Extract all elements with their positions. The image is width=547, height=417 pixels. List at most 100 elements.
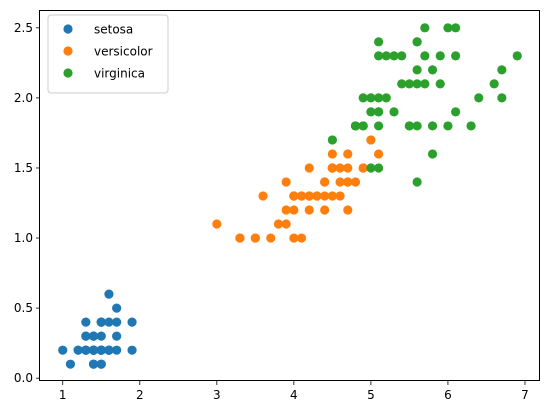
legend-label-setosa: setosa bbox=[94, 23, 133, 37]
data-point-virginica-5 bbox=[489, 79, 499, 89]
data-point-setosa-19 bbox=[96, 331, 106, 341]
data-point-virginica-22 bbox=[497, 93, 507, 103]
data-point-versicolor-39 bbox=[289, 191, 299, 201]
data-point-virginica-44 bbox=[420, 23, 430, 33]
data-point-virginica-7 bbox=[466, 121, 476, 131]
data-point-setosa-48 bbox=[96, 345, 106, 355]
data-point-setosa-20 bbox=[112, 345, 122, 355]
data-point-virginica-29 bbox=[427, 149, 438, 159]
data-point-virginica-28 bbox=[412, 79, 422, 89]
data-point-setosa-26 bbox=[104, 317, 114, 327]
data-point-versicolor-36 bbox=[343, 163, 353, 173]
y-tick-label-3: 1.5 bbox=[14, 161, 33, 175]
data-point-virginica-13 bbox=[366, 93, 376, 103]
data-point-setosa-18 bbox=[112, 331, 122, 341]
data-point-virginica-2 bbox=[435, 79, 445, 89]
data-point-versicolor-35 bbox=[327, 149, 337, 159]
data-point-virginica-34 bbox=[412, 177, 422, 187]
data-point-virginica-11 bbox=[389, 107, 399, 117]
data-point-versicolor-42 bbox=[289, 205, 299, 215]
data-point-virginica-33 bbox=[374, 163, 384, 173]
data-point-versicolor-40 bbox=[320, 205, 330, 215]
data-point-virginica-35 bbox=[451, 51, 461, 61]
data-point-virginica-32 bbox=[412, 65, 422, 75]
data-point-setosa-43 bbox=[104, 289, 114, 299]
x-tick-label-4: 5 bbox=[367, 388, 375, 402]
legend-marker-setosa bbox=[63, 24, 73, 34]
data-point-virginica-47 bbox=[381, 93, 391, 103]
data-point-versicolor-27 bbox=[366, 135, 376, 145]
data-point-versicolor-6 bbox=[343, 149, 353, 159]
y-axis: 0.0 0.5 1.0 1.5 2.0 2.5 bbox=[14, 21, 40, 385]
data-point-virginica-27 bbox=[358, 121, 368, 131]
data-point-virginica-42 bbox=[374, 107, 384, 117]
data-point-versicolor-17 bbox=[296, 233, 307, 243]
data-point-virginica-31 bbox=[474, 93, 484, 103]
data-point-versicolor-5 bbox=[327, 191, 337, 201]
data-point-versicolor-48 bbox=[212, 219, 222, 229]
data-point-virginica-48 bbox=[397, 51, 407, 61]
data-point-setosa-23 bbox=[112, 303, 122, 313]
data-point-virginica-38 bbox=[350, 121, 361, 131]
data-point-setosa-45 bbox=[88, 331, 99, 341]
data-point-versicolor-30 bbox=[273, 219, 284, 229]
data-point-virginica-30 bbox=[451, 107, 461, 117]
data-point-virginica-43 bbox=[435, 51, 445, 61]
data-point-virginica-49 bbox=[374, 121, 384, 131]
data-point-versicolor-46 bbox=[304, 191, 314, 201]
data-point-versicolor-41 bbox=[335, 177, 345, 187]
data-point-virginica-9 bbox=[451, 23, 461, 33]
x-tick-label-5: 6 bbox=[444, 388, 452, 402]
data-point-versicolor-33 bbox=[374, 149, 384, 159]
data-point-virginica-4 bbox=[427, 65, 438, 75]
data-point-versicolor-9 bbox=[281, 177, 291, 187]
y-tick-label-4: 2.0 bbox=[14, 91, 33, 105]
data-point-virginica-18 bbox=[512, 51, 522, 61]
x-tick-label-6: 7 bbox=[521, 388, 529, 402]
data-point-virginica-21 bbox=[358, 93, 368, 103]
y-tick-label-5: 2.5 bbox=[14, 21, 33, 35]
data-point-versicolor-14 bbox=[258, 191, 268, 201]
legend-box bbox=[47, 14, 169, 94]
data-point-virginica-39 bbox=[397, 79, 407, 89]
data-point-versicolor-45 bbox=[304, 205, 314, 215]
data-point-setosa-37 bbox=[88, 359, 99, 369]
x-tick-label-0: 1 bbox=[59, 388, 67, 402]
legend-label-virginica: virginica bbox=[94, 67, 145, 81]
data-point-setosa-24 bbox=[127, 345, 137, 355]
data-point-setosa-5 bbox=[112, 317, 122, 327]
data-point-virginica-14 bbox=[374, 37, 384, 47]
data-point-virginica-10 bbox=[374, 93, 384, 103]
data-point-versicolor-8 bbox=[335, 191, 345, 201]
data-point-versicolor-12 bbox=[289, 233, 299, 243]
data-point-versicolor-23 bbox=[343, 205, 353, 215]
data-point-versicolor-4 bbox=[335, 163, 345, 173]
x-tick-label-2: 3 bbox=[213, 388, 221, 402]
data-point-setosa-13 bbox=[65, 359, 76, 369]
data-point-versicolor-31 bbox=[266, 233, 276, 243]
data-point-versicolor-11 bbox=[304, 163, 314, 173]
data-point-setosa-35 bbox=[73, 345, 83, 355]
data-point-virginica-8 bbox=[427, 121, 438, 131]
data-point-versicolor-43 bbox=[235, 233, 245, 243]
legend: setosa versicolor virginica bbox=[47, 14, 169, 94]
y-tick-label-2: 1.0 bbox=[14, 231, 33, 245]
data-point-setosa-16 bbox=[81, 317, 91, 327]
data-point-setosa-42 bbox=[81, 345, 91, 355]
data-point-virginica-24 bbox=[420, 79, 430, 89]
data-point-virginica-37 bbox=[404, 121, 415, 131]
data-point-virginica-41 bbox=[374, 51, 384, 61]
legend-marker-virginica bbox=[63, 68, 73, 78]
data-point-versicolor-49 bbox=[296, 191, 307, 201]
data-point-setosa-41 bbox=[81, 331, 91, 341]
data-point-setosa-22 bbox=[58, 345, 68, 355]
legend-label-versicolor: versicolor bbox=[94, 45, 153, 59]
legend-marker-versicolor bbox=[63, 46, 73, 56]
data-point-virginica-15 bbox=[389, 51, 399, 61]
data-point-virginica-46 bbox=[366, 107, 376, 117]
data-point-versicolor-22 bbox=[358, 163, 368, 173]
data-point-virginica-20 bbox=[420, 51, 430, 61]
data-point-setosa-32 bbox=[96, 359, 106, 369]
data-point-setosa-31 bbox=[96, 317, 106, 327]
